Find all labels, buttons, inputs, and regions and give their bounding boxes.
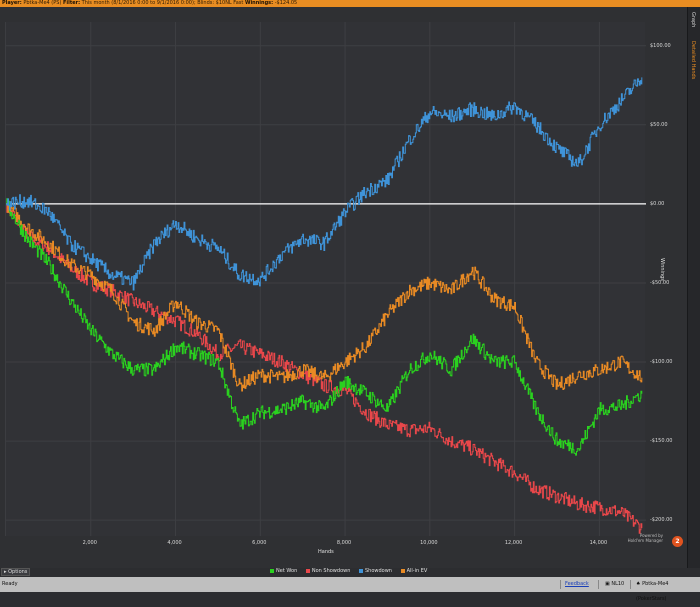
feedback-link[interactable]: Feedback xyxy=(565,581,589,587)
y-tick-label: $50.00 xyxy=(650,121,668,128)
legend-item-non-showdown[interactable]: Non Showdown xyxy=(305,568,351,574)
series-line-all-in-ev[interactable] xyxy=(6,201,643,392)
game-type-label: NL10 xyxy=(611,581,625,587)
y-tick-label: $0.00 xyxy=(650,200,665,207)
x-tick-label: 10,000 xyxy=(420,540,438,546)
series-line-showdown[interactable] xyxy=(6,77,643,291)
game-type-indicator[interactable]: ▣ NL10 xyxy=(605,577,624,592)
holdem-manager-logo-icon: 2 xyxy=(672,536,683,547)
x-tick-label: 12,000 xyxy=(504,540,523,546)
x-tick-label: 4,000 xyxy=(167,540,182,546)
options-button[interactable]: ▸ Options xyxy=(1,568,30,576)
series-line-net-won[interactable] xyxy=(6,198,643,456)
player-label: Player: xyxy=(2,0,22,6)
right-tab-sidebar: Graph Detailed Hands xyxy=(687,7,700,568)
legend-label: All-in EV xyxy=(406,568,428,574)
legend-swatch xyxy=(305,568,310,573)
winnings-label: Winnings: xyxy=(244,0,274,6)
table-icon: ▣ xyxy=(605,581,612,587)
player-value[interactable]: Pbtka-Me4 (PS) xyxy=(23,0,62,6)
x-tick-label: 6,000 xyxy=(252,540,267,546)
chevron-right-icon: ▸ xyxy=(4,569,7,575)
legend-label: Net Won xyxy=(276,568,298,574)
powered-by-label: Powered by xyxy=(639,533,663,538)
status-divider xyxy=(598,580,599,589)
powered-by-name: Hold'em Manager xyxy=(627,538,663,543)
filter-bar: Player: Pbtka-Me4 (PS) Filter: This mont… xyxy=(0,0,700,7)
y-tick-label: $100.00 xyxy=(650,42,671,49)
tab-graph[interactable]: Graph xyxy=(690,12,696,28)
legend-swatch xyxy=(400,568,405,573)
chart-svg xyxy=(6,22,646,536)
legend-label: Non Showdown xyxy=(311,568,351,574)
legend-item-showdown[interactable]: Showdown xyxy=(358,568,392,574)
x-tick-label: 8,000 xyxy=(336,540,352,546)
y-tick-label: -$150.00 xyxy=(650,438,673,445)
status-divider xyxy=(560,580,561,589)
x-axis-title: Hands xyxy=(318,549,334,555)
filter-label: Filter: xyxy=(62,0,81,6)
active-player-indicator[interactable]: ♠ Pbtka-Me4 (PokerStars) xyxy=(636,577,700,607)
powered-by-text: Powered by Hold'em Manager xyxy=(623,533,663,543)
winnings-chart xyxy=(5,22,646,536)
chart-legend: Net Won Non Showdown Showdown All-in EV xyxy=(270,568,434,576)
y-tick-label: -$50.00 xyxy=(650,279,670,286)
winnings-value: -$124.05 xyxy=(274,0,298,6)
legend-item-all-in-ev[interactable]: All-in EV xyxy=(400,568,428,574)
y-axis-title: Winnings xyxy=(659,258,665,281)
status-bar: Ready Feedback ▣ NL10 ♠ Pbtka-Me4 (Poker… xyxy=(0,577,700,602)
x-tick-label: 2,000 xyxy=(82,540,97,546)
y-tick-label: -$100.00 xyxy=(650,359,673,366)
options-label: Options xyxy=(8,569,28,575)
status-text: Ready xyxy=(2,581,18,587)
tab-detailed-hands[interactable]: Detailed Hands xyxy=(690,41,696,80)
legend-item-net-won[interactable]: Net Won xyxy=(270,568,297,574)
y-tick-label: -$200.00 xyxy=(650,517,673,524)
poker-player-icon: ♠ xyxy=(636,581,643,587)
legend-label: Showdown xyxy=(364,568,392,574)
legend-swatch xyxy=(358,568,363,573)
filter-value[interactable]: This month (8/1/2016 0:00 to 9/1/2016 0:… xyxy=(81,0,244,6)
legend-swatch xyxy=(270,568,274,573)
status-divider xyxy=(630,580,631,589)
x-tick-label: 14,000 xyxy=(589,540,608,546)
